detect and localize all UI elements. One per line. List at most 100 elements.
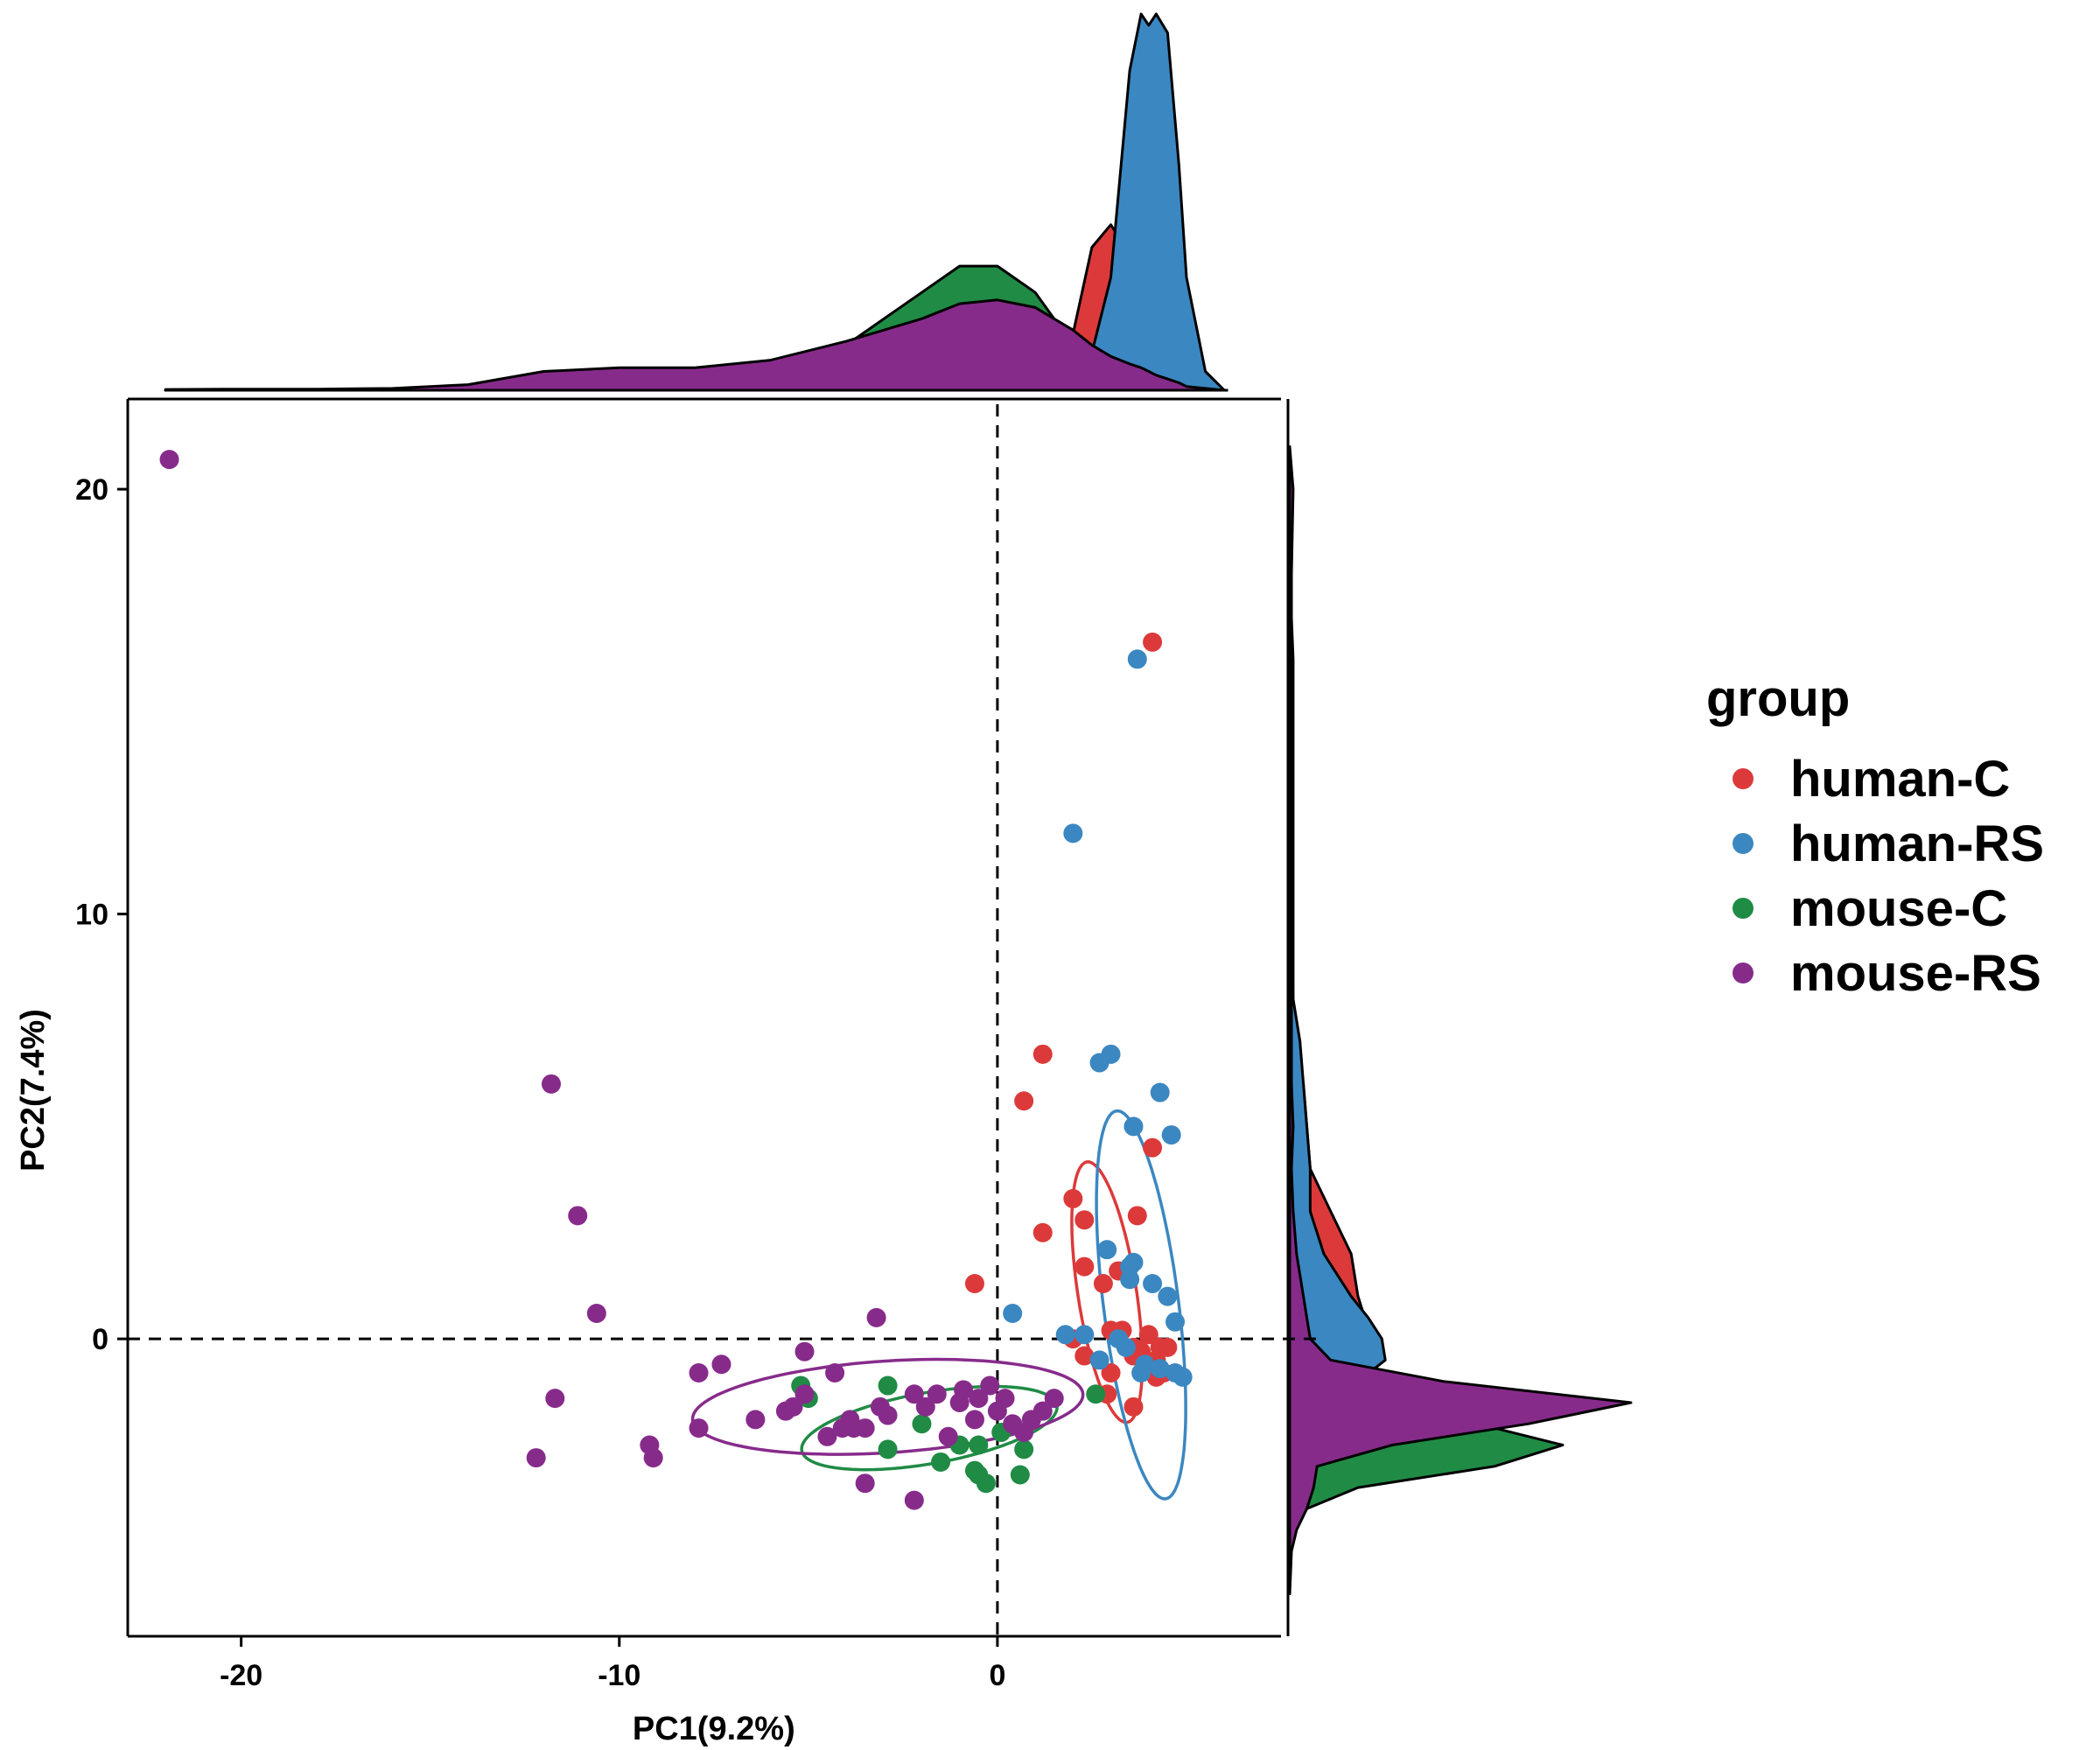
x-axis-ticks: -20 -10 0 [220, 1636, 1005, 1692]
human-C-legend-label: human-C [1790, 751, 2010, 808]
mouse-RS-point [904, 1490, 924, 1510]
mouse-RS-point [1044, 1389, 1064, 1409]
human-RS-point [1074, 1325, 1095, 1345]
mouse-RS-point [794, 1384, 815, 1404]
human-RS-point [1127, 649, 1147, 669]
mouse-RS-point [878, 1405, 898, 1425]
mouse-RS-ellipse [690, 1357, 1085, 1456]
mouse-RS-point [866, 1307, 886, 1327]
human-RS-point [1143, 1274, 1163, 1294]
confidence-ellipses [690, 1109, 1187, 1501]
mouse-RS-point [817, 1426, 837, 1446]
mouse-RS-point [643, 1448, 663, 1468]
mouse-C-point [931, 1452, 951, 1472]
mouse-RS-point [711, 1354, 732, 1375]
x-axis-title: PC1(9.2%) [633, 1711, 795, 1747]
human-C-point [1101, 1362, 1121, 1382]
mouse-C-legend-label: mouse-C [1790, 880, 2007, 937]
human-RS-legend-key [1732, 833, 1754, 854]
human-C-point [1032, 1044, 1053, 1064]
main-scatter-panel: -20 -10 0 0 10 20 [75, 397, 1316, 1692]
x-tick-label: -10 [598, 1659, 640, 1692]
mouse-RS-point [855, 1474, 875, 1494]
human-C-point [1127, 1206, 1147, 1226]
mouse-C-point [912, 1414, 932, 1434]
human-RS-point [1150, 1082, 1170, 1102]
human-RS-point [1097, 1240, 1117, 1260]
x-tick-label: 0 [989, 1659, 1005, 1692]
human-C-point [1138, 1325, 1158, 1345]
x-tick-label: -20 [220, 1659, 262, 1692]
human-C-point [1063, 1188, 1083, 1208]
human-RS-point [1063, 823, 1083, 844]
mouse-RS-point [980, 1376, 1000, 1396]
human-RS-ellipse [1095, 1109, 1187, 1501]
human-C-point [1093, 1274, 1113, 1294]
mouse-RS-point [159, 450, 179, 470]
scatter-points [159, 450, 1193, 1510]
human-RS-point [1116, 1337, 1136, 1357]
human-RS-point [1166, 1312, 1186, 1332]
human-C-point [964, 1274, 984, 1294]
human-RS-legend-label: human-RS [1790, 816, 2044, 872]
human-RS-point [1003, 1304, 1023, 1324]
human-C-point [1143, 632, 1163, 652]
mouse-RS-legend-label: mouse-RS [1790, 945, 2041, 1002]
human-RS-point [1124, 1116, 1144, 1137]
y-tick-label: 10 [75, 899, 108, 932]
mouse-RS-y-density [1288, 445, 1633, 1595]
mouse-RS-point [954, 1380, 974, 1400]
mouse-C-legend-key [1732, 898, 1754, 919]
human-RS-point [1120, 1270, 1140, 1290]
right-marginal-density [1288, 445, 1633, 1595]
mouse-RS-point [586, 1304, 606, 1324]
human-C-point [1074, 1210, 1095, 1230]
human-RS-point [1089, 1350, 1110, 1370]
mouse-RS-point [689, 1418, 709, 1438]
top-marginal-density [164, 12, 1228, 392]
mouse-RS-point [746, 1410, 766, 1430]
y-axis-title: PC2(7.4%) [15, 1009, 52, 1172]
human-C-point [1014, 1091, 1034, 1111]
human-RS-point [1131, 1362, 1152, 1382]
mouse-C-point [976, 1474, 996, 1494]
human-RS-point [1089, 1053, 1110, 1073]
mouse-RS-point [964, 1410, 984, 1430]
mouse-RS-point [783, 1396, 803, 1417]
human-RS-point [1158, 1286, 1178, 1306]
human-RS-point [1055, 1325, 1075, 1345]
legend-title: group [1706, 670, 1850, 727]
mouse-RS-legend-key [1732, 962, 1754, 984]
mouse-RS-point [568, 1206, 588, 1226]
mouse-RS-point [927, 1384, 947, 1404]
human-C-point [1143, 1138, 1163, 1158]
mouse-C-point [1010, 1465, 1030, 1485]
mouse-RS-point [915, 1396, 935, 1417]
y-tick-label: 0 [92, 1323, 108, 1356]
mouse-RS-point [938, 1426, 958, 1446]
mouse-RS-point [526, 1448, 546, 1468]
mouse-C-point [1014, 1439, 1034, 1460]
human-C-point [1074, 1256, 1095, 1277]
mouse-RS-point [1032, 1401, 1053, 1421]
y-tick-label: 20 [75, 473, 108, 507]
human-RS-point [1150, 1359, 1170, 1379]
mouse-RS-point [545, 1389, 565, 1409]
mouse-RS-point [825, 1362, 845, 1382]
mouse-C-point [964, 1460, 984, 1480]
mouse-C-point [1086, 1384, 1106, 1404]
human-C-point [1124, 1396, 1144, 1417]
human-RS-point [1172, 1367, 1193, 1387]
y-axis-ticks: 0 10 20 [75, 473, 128, 1356]
human-RS-point [1161, 1125, 1181, 1145]
human-C-point [1074, 1346, 1095, 1366]
mouse-RS-point [904, 1384, 924, 1404]
mouse-RS-point [794, 1341, 815, 1362]
mouse-C-point [969, 1435, 989, 1455]
human-C-legend-key [1732, 768, 1754, 789]
mouse-RS-point [995, 1389, 1015, 1409]
human-C-point [1032, 1222, 1053, 1242]
mouse-RS-point [969, 1389, 989, 1409]
mouse-RS-x-density [164, 298, 1226, 392]
